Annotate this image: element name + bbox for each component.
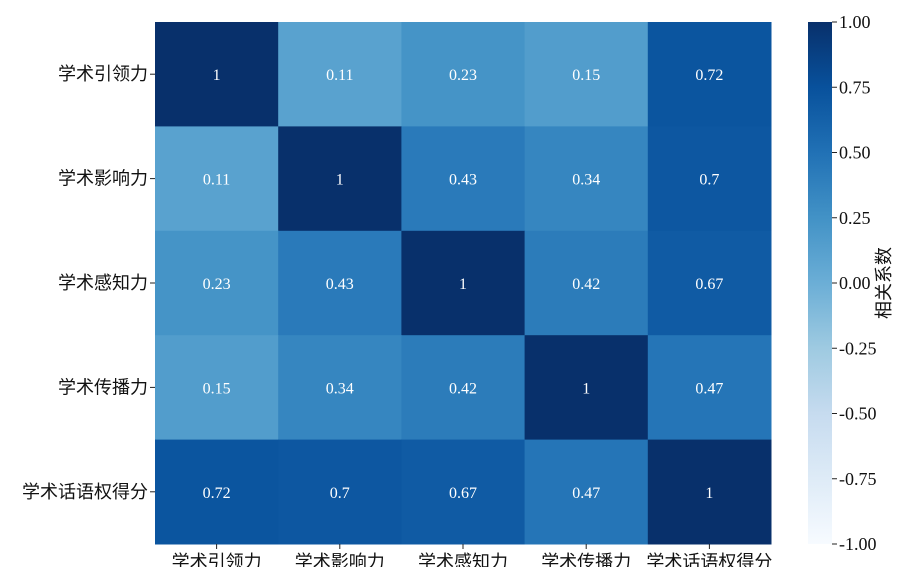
cell-value-label: 0.23 [449, 67, 477, 84]
cell-value-label: 0.67 [449, 485, 477, 502]
heatmap-cells: 1 0.11 0.23 0.15 0.72 0.11 1 0.43 0.34 0.7 0.23 0.4… [155, 22, 772, 545]
heatmap-cell [647, 439, 772, 545]
cell-value-label: 0.11 [203, 172, 230, 189]
column-label: 学术引领力 [172, 552, 262, 567]
cell-value-label: 0.72 [203, 485, 231, 502]
heatmap-cell [401, 22, 526, 127]
heatmap-cell [155, 22, 279, 127]
heatmap-cell [401, 335, 526, 441]
heatmap-cell [524, 22, 649, 127]
heatmap-cell [278, 335, 402, 441]
cell-value-label: 0.67 [695, 276, 723, 293]
column-label: 学术话语权得分 [646, 552, 772, 567]
colorbar-tick-label: -0.25 [839, 338, 877, 358]
colorbar-label: 相关系数 [874, 247, 895, 319]
cell-value-label: 0.72 [695, 67, 723, 84]
cell-value-label: 1 [705, 485, 713, 502]
cell-value-label: 0.7 [330, 485, 350, 502]
cell-value-label: 0.15 [572, 67, 600, 84]
heatmap-cell [155, 335, 279, 441]
cell-value-label: 0.34 [572, 172, 600, 189]
colorbar-gradient [808, 22, 832, 544]
row-label: 学术影响力 [58, 169, 148, 190]
heatmap-cell [401, 126, 526, 232]
heatmap-cell [647, 126, 772, 232]
colorbar: 1.00 0.75 0.50 0.25 0.00 -0.25 -0.50 -0.75 -1.00… [808, 12, 895, 554]
cell-value-label: 1 [336, 172, 344, 189]
colorbar-tick-label: 0.00 [839, 273, 871, 293]
colorbar-tick-label: 0.50 [839, 143, 871, 163]
heatmap-cell [647, 22, 772, 127]
cell-value-label: 0.7 [699, 172, 719, 189]
heatmap-cell [524, 439, 649, 545]
cell-value-label: 0.15 [203, 380, 231, 397]
heatmap-cell [278, 230, 402, 336]
cell-value-label: 1 [459, 276, 467, 293]
column-label: 学术传播力 [541, 552, 631, 567]
heatmap-cell [524, 230, 649, 336]
column-labels: 学术引领力 学术影响力 学术感知力 学术传播力 学术话语权得分 [172, 544, 772, 567]
colorbar-tick-label: 1.00 [839, 12, 871, 32]
heatmap-cell [278, 439, 402, 545]
heatmap-cell [401, 439, 526, 545]
heatmap-cell [155, 230, 279, 336]
cell-value-label: 0.43 [326, 276, 354, 293]
column-label: 学术感知力 [418, 552, 508, 567]
cell-value-label: 0.34 [326, 380, 354, 397]
colorbar-tick-label: -0.75 [839, 469, 877, 489]
cell-value-label: 0.42 [449, 380, 477, 397]
colorbar-tick-label: 0.25 [839, 208, 871, 228]
heatmap-cell [401, 230, 526, 336]
heatmap-cell [524, 126, 649, 232]
heatmap-cell [524, 335, 649, 441]
cell-value-label: 0.23 [203, 276, 231, 293]
row-label: 学术话语权得分 [22, 482, 148, 503]
cell-value-label: 0.47 [695, 380, 723, 397]
column-label: 学术影响力 [295, 552, 385, 567]
colorbar-tick-label: -1.00 [839, 534, 877, 554]
colorbar-ticks: 1.00 0.75 0.50 0.25 0.00 -0.25 -0.50 -0.75 -1.00 [832, 12, 877, 554]
cell-value-label: 0.42 [572, 276, 600, 293]
cell-value-label: 0.11 [326, 67, 353, 84]
heatmap-cell [278, 126, 402, 232]
cell-value-label: 1 [582, 380, 590, 397]
colorbar-tick-label: -0.50 [839, 404, 877, 424]
row-label: 学术传播力 [58, 377, 148, 398]
cell-value-label: 0.47 [572, 485, 600, 502]
cell-value-label: 1 [213, 67, 221, 84]
heatmap-cell [155, 126, 279, 232]
heatmap-cell [278, 22, 402, 127]
heatmap-cell [155, 439, 279, 545]
heatmap-cell [647, 230, 772, 336]
heatmap-cell [647, 335, 772, 441]
row-label: 学术感知力 [58, 273, 148, 294]
row-label: 学术引领力 [58, 64, 148, 85]
colorbar-tick-label: 0.75 [839, 77, 871, 97]
cell-value-label: 0.43 [449, 172, 477, 189]
